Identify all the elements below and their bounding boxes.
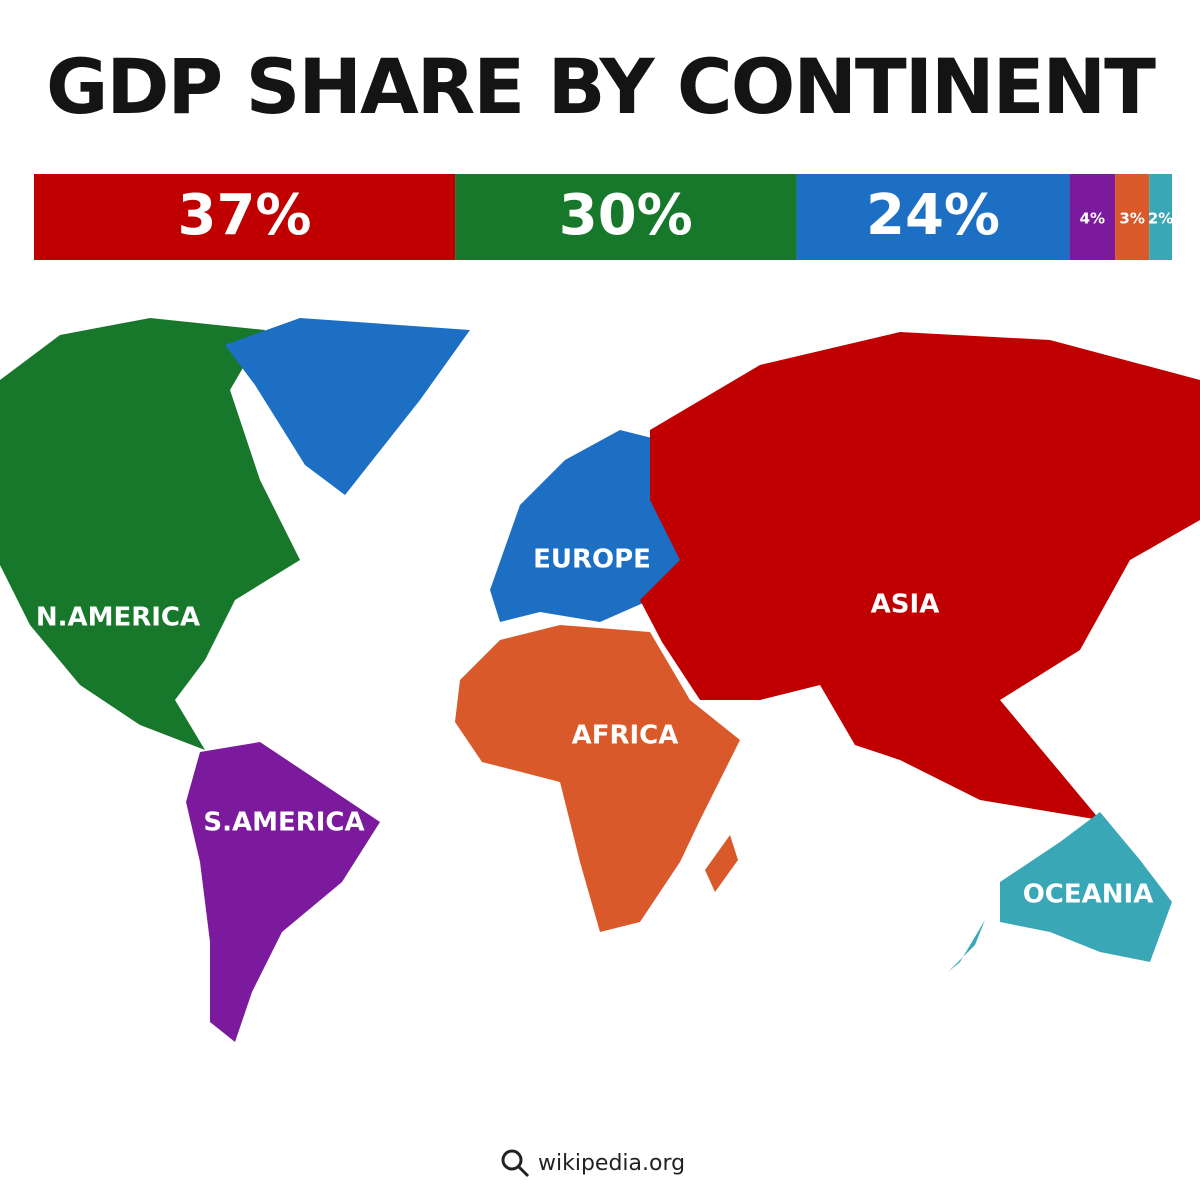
bar-segment — [796, 174, 1070, 260]
bar-value-label: 3% — [1119, 210, 1144, 228]
bar-value-label: 24% — [866, 183, 1000, 248]
bar-segment — [1069, 174, 1116, 260]
bar-segment — [1149, 174, 1172, 260]
bar-value-label: 37% — [178, 183, 312, 248]
magnifier-lens — [501, 1149, 523, 1171]
region-label: N.AMERICA — [36, 603, 200, 633]
europe — [490, 430, 690, 622]
region-label: AFRICA — [572, 721, 679, 751]
region-label: OCEANIA — [1023, 880, 1154, 910]
greenland — [225, 318, 470, 495]
south-america — [186, 742, 380, 1042]
region-labels: N.AMERICA EUROPE ASIA AFRICA S.AMERICA OCEANI… — [36, 545, 1153, 910]
asia — [640, 332, 1200, 820]
source: wikipedia.org — [538, 1151, 685, 1176]
world-map — [0, 318, 1200, 1042]
bar-segment — [455, 174, 797, 260]
magnifier-handle — [517, 1165, 530, 1178]
bar-value-label: 4% — [1080, 210, 1105, 228]
bar-segment — [34, 174, 456, 260]
bar-segment — [1115, 174, 1150, 260]
title: GDP SHARE BY CONTINENT — [46, 42, 1156, 131]
oceania — [948, 812, 1172, 972]
north-america — [0, 318, 300, 750]
bar-value-label: 30% — [559, 183, 693, 248]
africa — [455, 625, 740, 932]
region-label: S.AMERICA — [203, 808, 364, 838]
region-label: ASIA — [871, 590, 940, 620]
share-bar: 37% 30% 24% 4% 3% 2% — [34, 174, 1173, 260]
region-label: EUROPE — [533, 545, 651, 575]
bar-value-label: 2% — [1148, 210, 1173, 228]
source-icon — [501, 1149, 530, 1178]
